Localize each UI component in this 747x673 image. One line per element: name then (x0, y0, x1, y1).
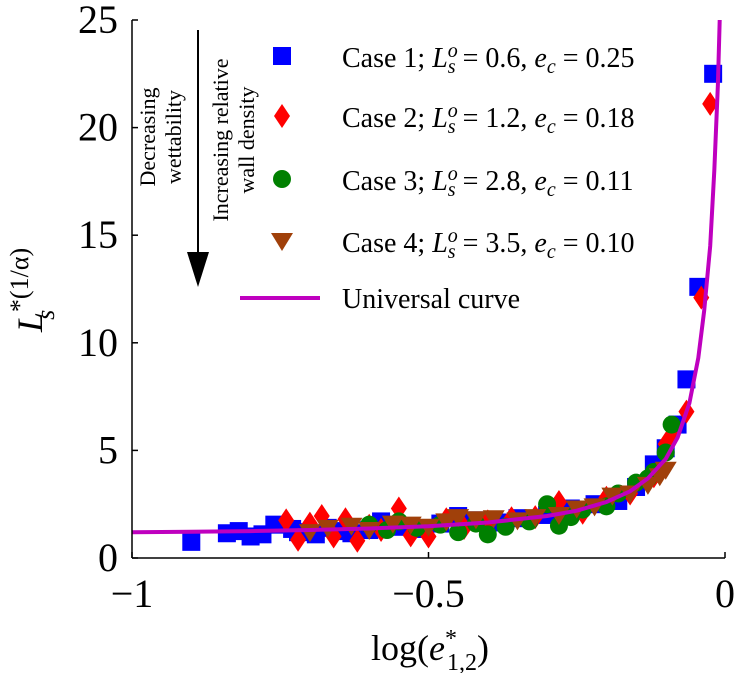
series-4-point-18 (619, 485, 642, 504)
series-3-point-6 (449, 523, 468, 542)
legend-case-2-marker (274, 104, 290, 128)
series-1-point-30 (677, 370, 696, 389)
legend-case-1-marker (273, 47, 291, 65)
series-3-point-21 (662, 415, 681, 434)
legend-case-3-label: Case 3; Lo s = 2.8, ec = 0.11 (342, 163, 633, 201)
x-tick-label-3: 0 (715, 571, 735, 616)
legend-case-1-label: Case 1; Lo s = 0.6, ec = 0.25 (342, 40, 635, 78)
legend-case-2-label: Case 2; Lo s = 1.2, ec = 0.18 (342, 100, 635, 138)
series-2-point-7 (349, 528, 366, 553)
series-4-point-3 (340, 517, 363, 536)
annotation-arrow-head (187, 252, 209, 287)
legend-case-4-marker (271, 233, 293, 251)
series-4-point-9 (447, 509, 470, 528)
legend-universal-curve-label: Universal curve (342, 284, 520, 315)
series-2-point-2 (290, 527, 307, 552)
annotation-right-line-1: Increasing relative (208, 58, 233, 221)
y-tick-label-5: 20 (78, 105, 118, 150)
x-tick-label-1: −1 (111, 571, 154, 616)
y-tick-label-6: 25 (78, 0, 118, 42)
legend-case-4-label: Case 4; Lo s = 3.5, ec = 0.10 (342, 225, 635, 263)
axes: −1 −0.5 0 0 5 10 15 20 25 log(e* 1,2) L*(1/α)s (5, 0, 735, 673)
universal-curve-line (132, 19, 722, 535)
series-2-point-10 (390, 496, 407, 521)
data-marks (132, 19, 723, 553)
series-4-point-5 (381, 515, 404, 534)
y-tick-label-3: 10 (78, 320, 118, 365)
y-axis-label: L*(1/α)s (5, 248, 60, 333)
annotation-left-line-2: wettability (161, 90, 186, 184)
x-axis-label: log(e* 1,2) (371, 626, 489, 673)
annotation-left-line-1: Decreasing (135, 88, 160, 187)
series-1-point-1 (182, 532, 201, 551)
trend-annotation: Decreasing wettability Increasing relative… (135, 30, 259, 287)
series-3-point-8 (478, 525, 497, 544)
annotation-right-line-2: wall density (234, 87, 259, 194)
series-4-point-11 (482, 510, 505, 529)
series-4-point-8 (435, 513, 458, 532)
series-2-point-1 (278, 508, 295, 533)
y-tick-label-1: 0 (98, 535, 118, 580)
series-2-point-27 (702, 91, 719, 116)
y-tick-label-2: 5 (98, 427, 118, 472)
series-4-point-17 (601, 487, 624, 506)
x-tick-label-2: −0.5 (392, 571, 465, 616)
legend-case-3-marker (273, 170, 291, 188)
series-4-point-10 (464, 511, 487, 530)
y-tick-label-4: 15 (78, 212, 118, 257)
legend: Case 1; Lo s = 0.6, ec = 0.25 Case 2; Lo s … (240, 40, 635, 315)
